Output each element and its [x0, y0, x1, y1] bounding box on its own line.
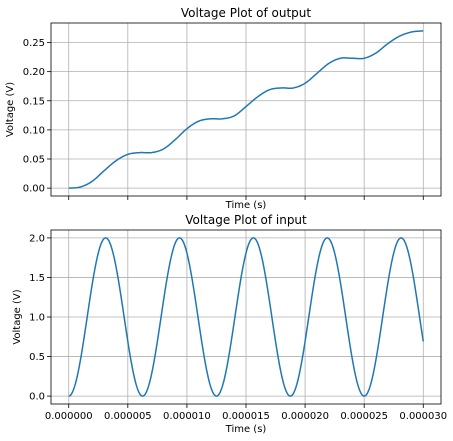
y-tick-label: 0.00	[23, 184, 45, 195]
chart-title: Voltage Plot of input	[185, 213, 307, 227]
y-tick-label: 0.5	[29, 352, 45, 363]
y-tick-label: 0.10	[23, 125, 45, 136]
x-axis-label: Time (s)	[225, 200, 267, 211]
y-tick-label: 0.15	[23, 96, 45, 107]
y-axis-label: Voltage (V)	[5, 82, 16, 137]
y-tick-label: 0.20	[23, 67, 45, 78]
y-tick-label: 0.0	[29, 392, 45, 403]
y-tick-label: 1.0	[29, 313, 45, 324]
x-tick-label: 0.000010	[163, 411, 211, 422]
y-tick-label: 0.05	[23, 155, 45, 166]
x-tick-label: 0.000000	[45, 411, 93, 422]
y-axis-label: Voltage (V)	[12, 289, 23, 344]
x-tick-label: 0.000025	[340, 411, 388, 422]
series-line	[68, 30, 424, 189]
y-tick-label: 2.0	[29, 233, 45, 244]
x-tick-label: 0.000015	[222, 411, 270, 422]
x-tick-label: 0.000005	[104, 411, 152, 422]
y-tick-label: 0.25	[23, 38, 45, 49]
x-tick-label: 0.000030	[399, 411, 447, 422]
x-tick-label: 0.000020	[281, 411, 329, 422]
chart-panel-2: 0.000000 0.000005 0.000010 0.000015 0.000020…	[12, 213, 447, 435]
series-line	[68, 237, 425, 397]
chart-panel-1: 0.00 0.05 0.10 0.15 0.20 0.25 Voltage Plot of …	[5, 6, 442, 211]
x-axis-label: Time (s)	[225, 424, 267, 435]
y-tick-label: 1.5	[29, 273, 45, 284]
chart-title: Voltage Plot of output	[181, 6, 312, 20]
